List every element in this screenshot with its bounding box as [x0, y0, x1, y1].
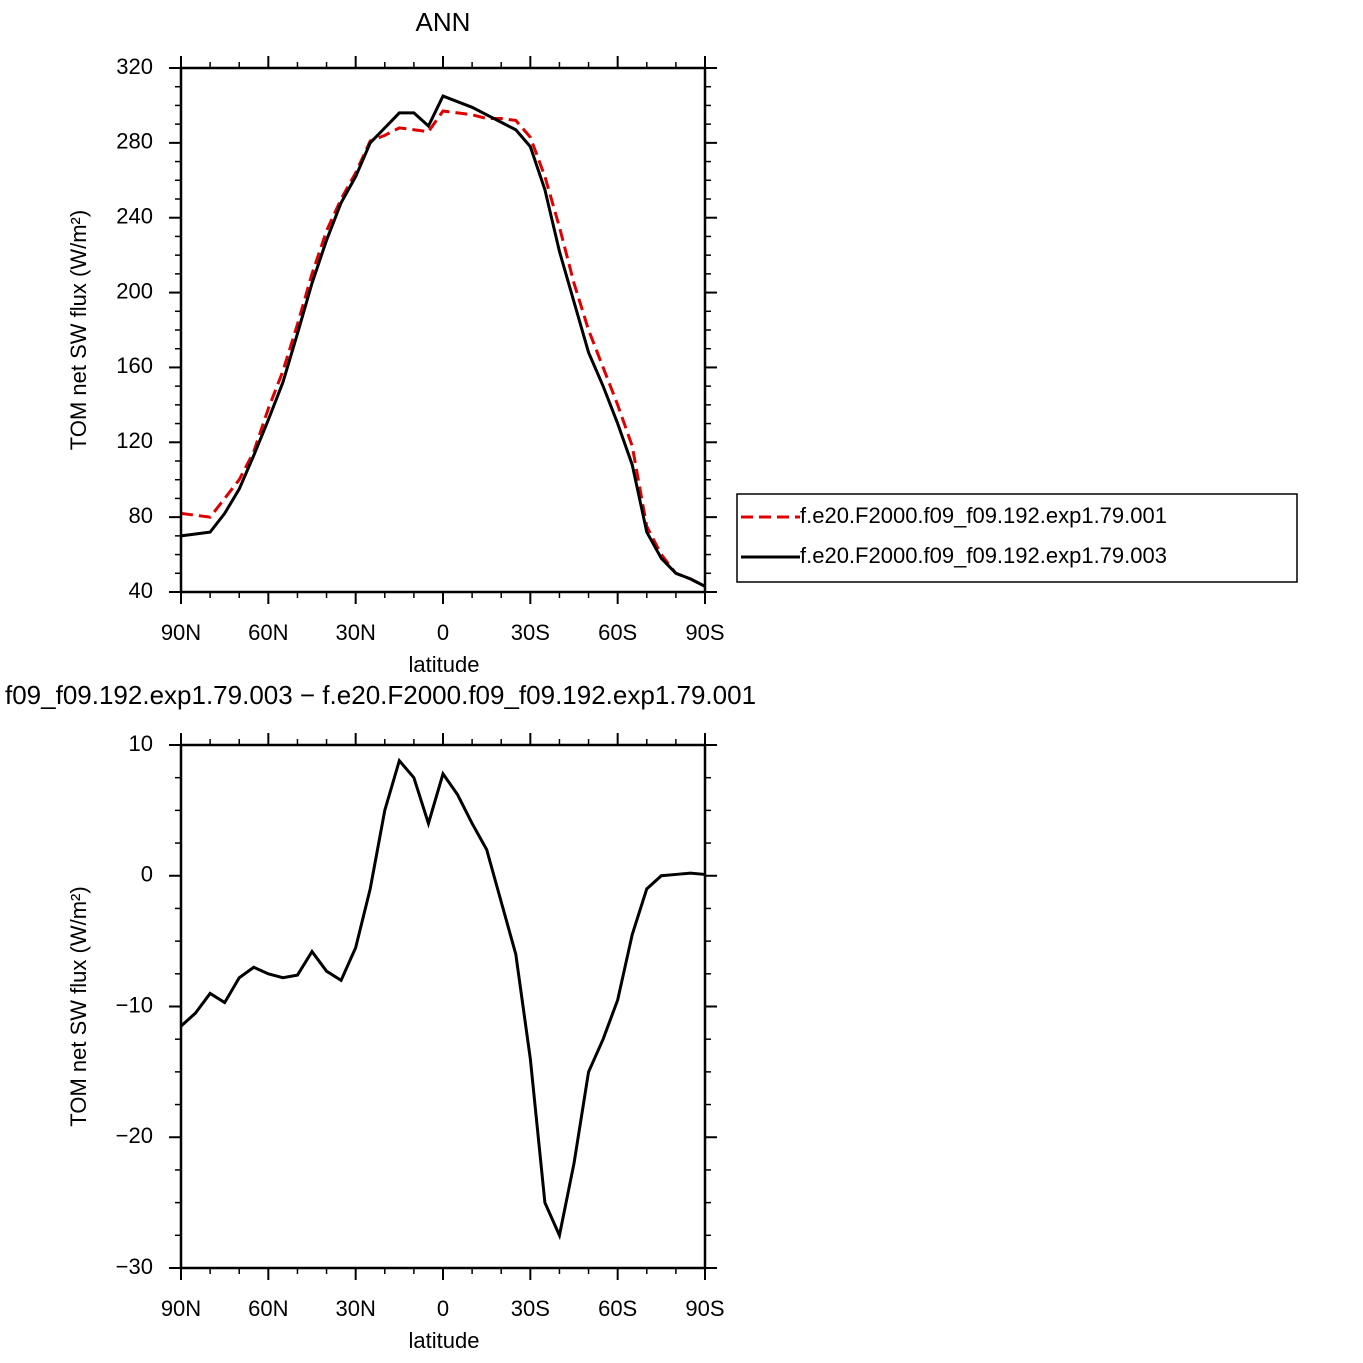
plot-frame — [179, 743, 707, 1270]
x-tick-label: 30S — [511, 620, 550, 645]
y-tick-label: 200 — [116, 278, 153, 303]
x-tick-label: 60S — [598, 1296, 637, 1321]
y-tick-label: −10 — [116, 992, 153, 1017]
y-tick-label: 40 — [129, 578, 153, 603]
x-tick-label: 90N — [161, 620, 201, 645]
chart-title: ANN — [416, 7, 471, 37]
x-tick-label: 90S — [685, 620, 724, 645]
y-tick-label: 80 — [129, 503, 153, 528]
y-tick-label: 240 — [116, 204, 153, 229]
x-tick-label: 60N — [248, 1296, 288, 1321]
x-axis-label: latitude — [409, 652, 480, 677]
y-tick-label: −30 — [116, 1254, 153, 1279]
y-tick-label: 280 — [116, 129, 153, 154]
x-tick-label: 30N — [335, 620, 375, 645]
plot-frame — [179, 66, 707, 594]
y-tick-label: 120 — [116, 428, 153, 453]
y-tick-label: 0 — [141, 862, 153, 887]
data-line — [180, 109, 706, 588]
x-axis-label: latitude — [409, 1328, 480, 1353]
y-tick-label: 160 — [116, 353, 153, 378]
legend-box — [736, 493, 1298, 583]
x-tick-label: 30S — [511, 1296, 550, 1321]
chart-title: f09_f09.192.exp1.79.003 − f.e20.F2000.f0… — [5, 680, 756, 710]
x-tick-label: 0 — [437, 1296, 449, 1321]
data-line — [180, 94, 706, 588]
y-axis-label: TOM net SW flux (W/m²) — [66, 886, 91, 1126]
x-tick-label: 90N — [161, 1296, 201, 1321]
y-tick-label: 10 — [129, 731, 153, 756]
data-line — [179, 757, 706, 1241]
y-tick-label: 320 — [116, 54, 153, 79]
legend-label: f.e20.F2000.f09_f09.192.exp1.79.001 — [800, 503, 1167, 528]
x-tick-label: 90S — [685, 1296, 724, 1321]
legend-label: f.e20.F2000.f09_f09.192.exp1.79.003 — [800, 543, 1167, 568]
x-tick-label: 60N — [248, 620, 288, 645]
x-tick-label: 60S — [598, 620, 637, 645]
y-axis-label: TOM net SW flux (W/m²) — [66, 210, 91, 450]
x-tick-label: 0 — [437, 620, 449, 645]
y-tick-label: −20 — [116, 1123, 153, 1148]
x-tick-label: 30N — [335, 1296, 375, 1321]
